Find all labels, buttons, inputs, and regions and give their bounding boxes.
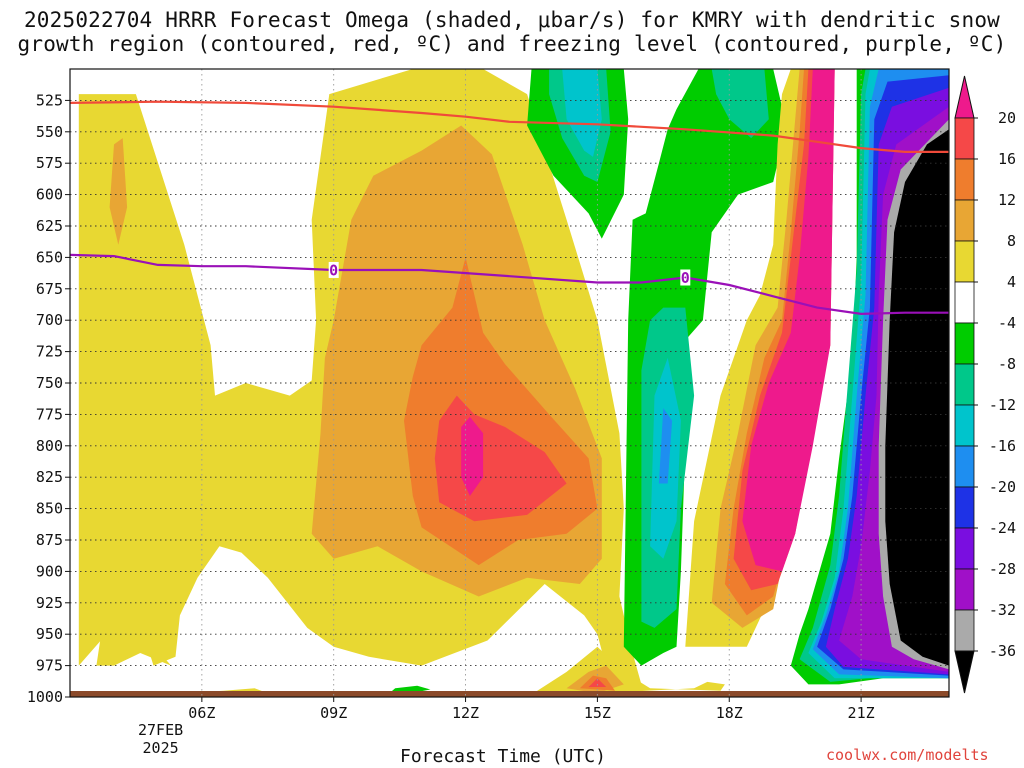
x-tick-label-18Z: 18Z — [716, 704, 743, 722]
x-tick-label-12Z: 12Z — [452, 704, 479, 722]
colorbar-tick-label-11: -28 — [989, 560, 1016, 578]
colorbar-swatch-6 — [954, 322, 975, 365]
colorbar-swatch-3 — [954, 199, 975, 242]
colorbar-swatch-9 — [954, 445, 975, 488]
colorbar-tick-label-9: -20 — [989, 478, 1016, 496]
chart-title-line-2: growth region (contoured, red, ºC) and f… — [17, 32, 1007, 56]
colorbar-tick-label-7: -12 — [989, 396, 1016, 414]
colorbar-swatch-12 — [954, 568, 975, 611]
pressure-axis: 525 550 575 600 625 650 675 700 725 750 775 800 825 8… — [27, 91, 70, 706]
y-tick-label-1000: 1000 — [27, 688, 63, 706]
colorbar-swatch-7 — [954, 363, 975, 406]
x-tick-label-06Z: 06Z — [188, 704, 215, 722]
colorbar-tick-label-5: -4 — [998, 314, 1016, 332]
y-tick-label-550: 550 — [36, 123, 63, 141]
x-tick-label-15Z: 15Z — [584, 704, 611, 722]
y-tick-label-975: 975 — [36, 657, 63, 675]
colorbar-swatch-1 — [954, 117, 975, 160]
colorbar-swatch-8 — [954, 404, 975, 447]
colorbar-tick-label-1: 16 — [998, 150, 1016, 168]
contour-label-0: 0 — [329, 261, 338, 279]
omega-region-6 — [461, 416, 484, 496]
ground-strip — [70, 691, 949, 697]
omega-shading — [78, 69, 949, 697]
colorbar-tick-label-3: 8 — [1007, 232, 1016, 250]
y-tick-label-525: 525 — [36, 91, 63, 109]
y-tick-label-775: 775 — [36, 405, 63, 423]
y-tick-label-825: 825 — [36, 468, 63, 486]
contour-label-bg-1 — [680, 269, 691, 286]
colorbar-swatch-2 — [954, 158, 975, 201]
omega-region-2 — [109, 138, 128, 245]
ground-surface — [70, 691, 949, 697]
omega-region-12 — [711, 69, 769, 139]
colorbar-tick-label-10: -24 — [989, 519, 1016, 537]
omega-region-28 — [885, 129, 949, 666]
colorbar-tick-label-12: -32 — [989, 601, 1016, 619]
y-tick-label-850: 850 — [36, 500, 63, 518]
omega-region-33 — [588, 678, 607, 687]
y-tick-label-875: 875 — [36, 531, 63, 549]
date-label: 27FEB 2025 — [138, 721, 183, 757]
colorbar-swatch-top — [954, 75, 975, 119]
colorbar-swatch-13 — [954, 609, 975, 652]
y-tick-label-625: 625 — [36, 217, 63, 235]
y-tick-label-750: 750 — [36, 374, 63, 392]
date-label-year: 2025 — [142, 739, 179, 757]
contour-label-bg-0 — [328, 261, 339, 278]
omega-region-29 — [390, 685, 431, 692]
colorbar: 20 16 12 8 4 -4 -8 -12 -16 -20 -24 -28 -32 -36 — [954, 75, 1016, 694]
omega-region-1 — [96, 521, 172, 666]
credit-link[interactable]: coolwx.com/modelts — [826, 746, 989, 764]
time-axis: 06Z 09Z 12Z 15Z 18Z 21Z — [188, 697, 875, 722]
colorbar-tick-label-4: 4 — [1007, 273, 1016, 291]
y-tick-label-900: 900 — [36, 562, 63, 580]
y-tick-label-700: 700 — [36, 311, 63, 329]
y-tick-label-575: 575 — [36, 154, 63, 172]
contour-label-1: 0 — [681, 269, 690, 287]
y-tick-label-600: 600 — [36, 186, 63, 204]
colorbar-tick-label-2: 12 — [998, 191, 1016, 209]
y-tick-label-950: 950 — [36, 625, 63, 643]
x-tick-label-09Z: 09Z — [320, 704, 347, 722]
contour-line-1 — [70, 253, 949, 316]
colorbar-swatch-10 — [954, 486, 975, 529]
y-tick-label-650: 650 — [36, 248, 63, 266]
contour-line-0 — [70, 100, 949, 153]
colorbar-tick-label-0: 20 — [998, 109, 1016, 127]
colorbar-tick-label-8: -16 — [989, 437, 1016, 455]
y-tick-label-925: 925 — [36, 594, 63, 612]
colorbar-tick-label-6: -8 — [998, 355, 1016, 373]
x-axis-label: Forecast Time (UTC) — [400, 746, 606, 767]
x-tick-label-21Z: 21Z — [848, 704, 875, 722]
colorbar-tick-label-13: -36 — [989, 642, 1016, 660]
colorbar-swatch-4 — [954, 240, 975, 283]
colorbar-swatch-11 — [954, 527, 975, 570]
y-tick-label-675: 675 — [36, 280, 63, 298]
colorbar-swatch-5 — [954, 281, 975, 324]
colorbar-swatch-bottom — [954, 650, 975, 694]
y-tick-label-800: 800 — [36, 437, 63, 455]
date-label-day: 27FEB — [138, 721, 184, 739]
y-tick-label-725: 725 — [36, 343, 63, 361]
omega-region-9 — [562, 69, 602, 157]
chart-title-line-1: 2025022704 HRRR Forecast Omega (shaded, … — [23, 8, 1001, 32]
